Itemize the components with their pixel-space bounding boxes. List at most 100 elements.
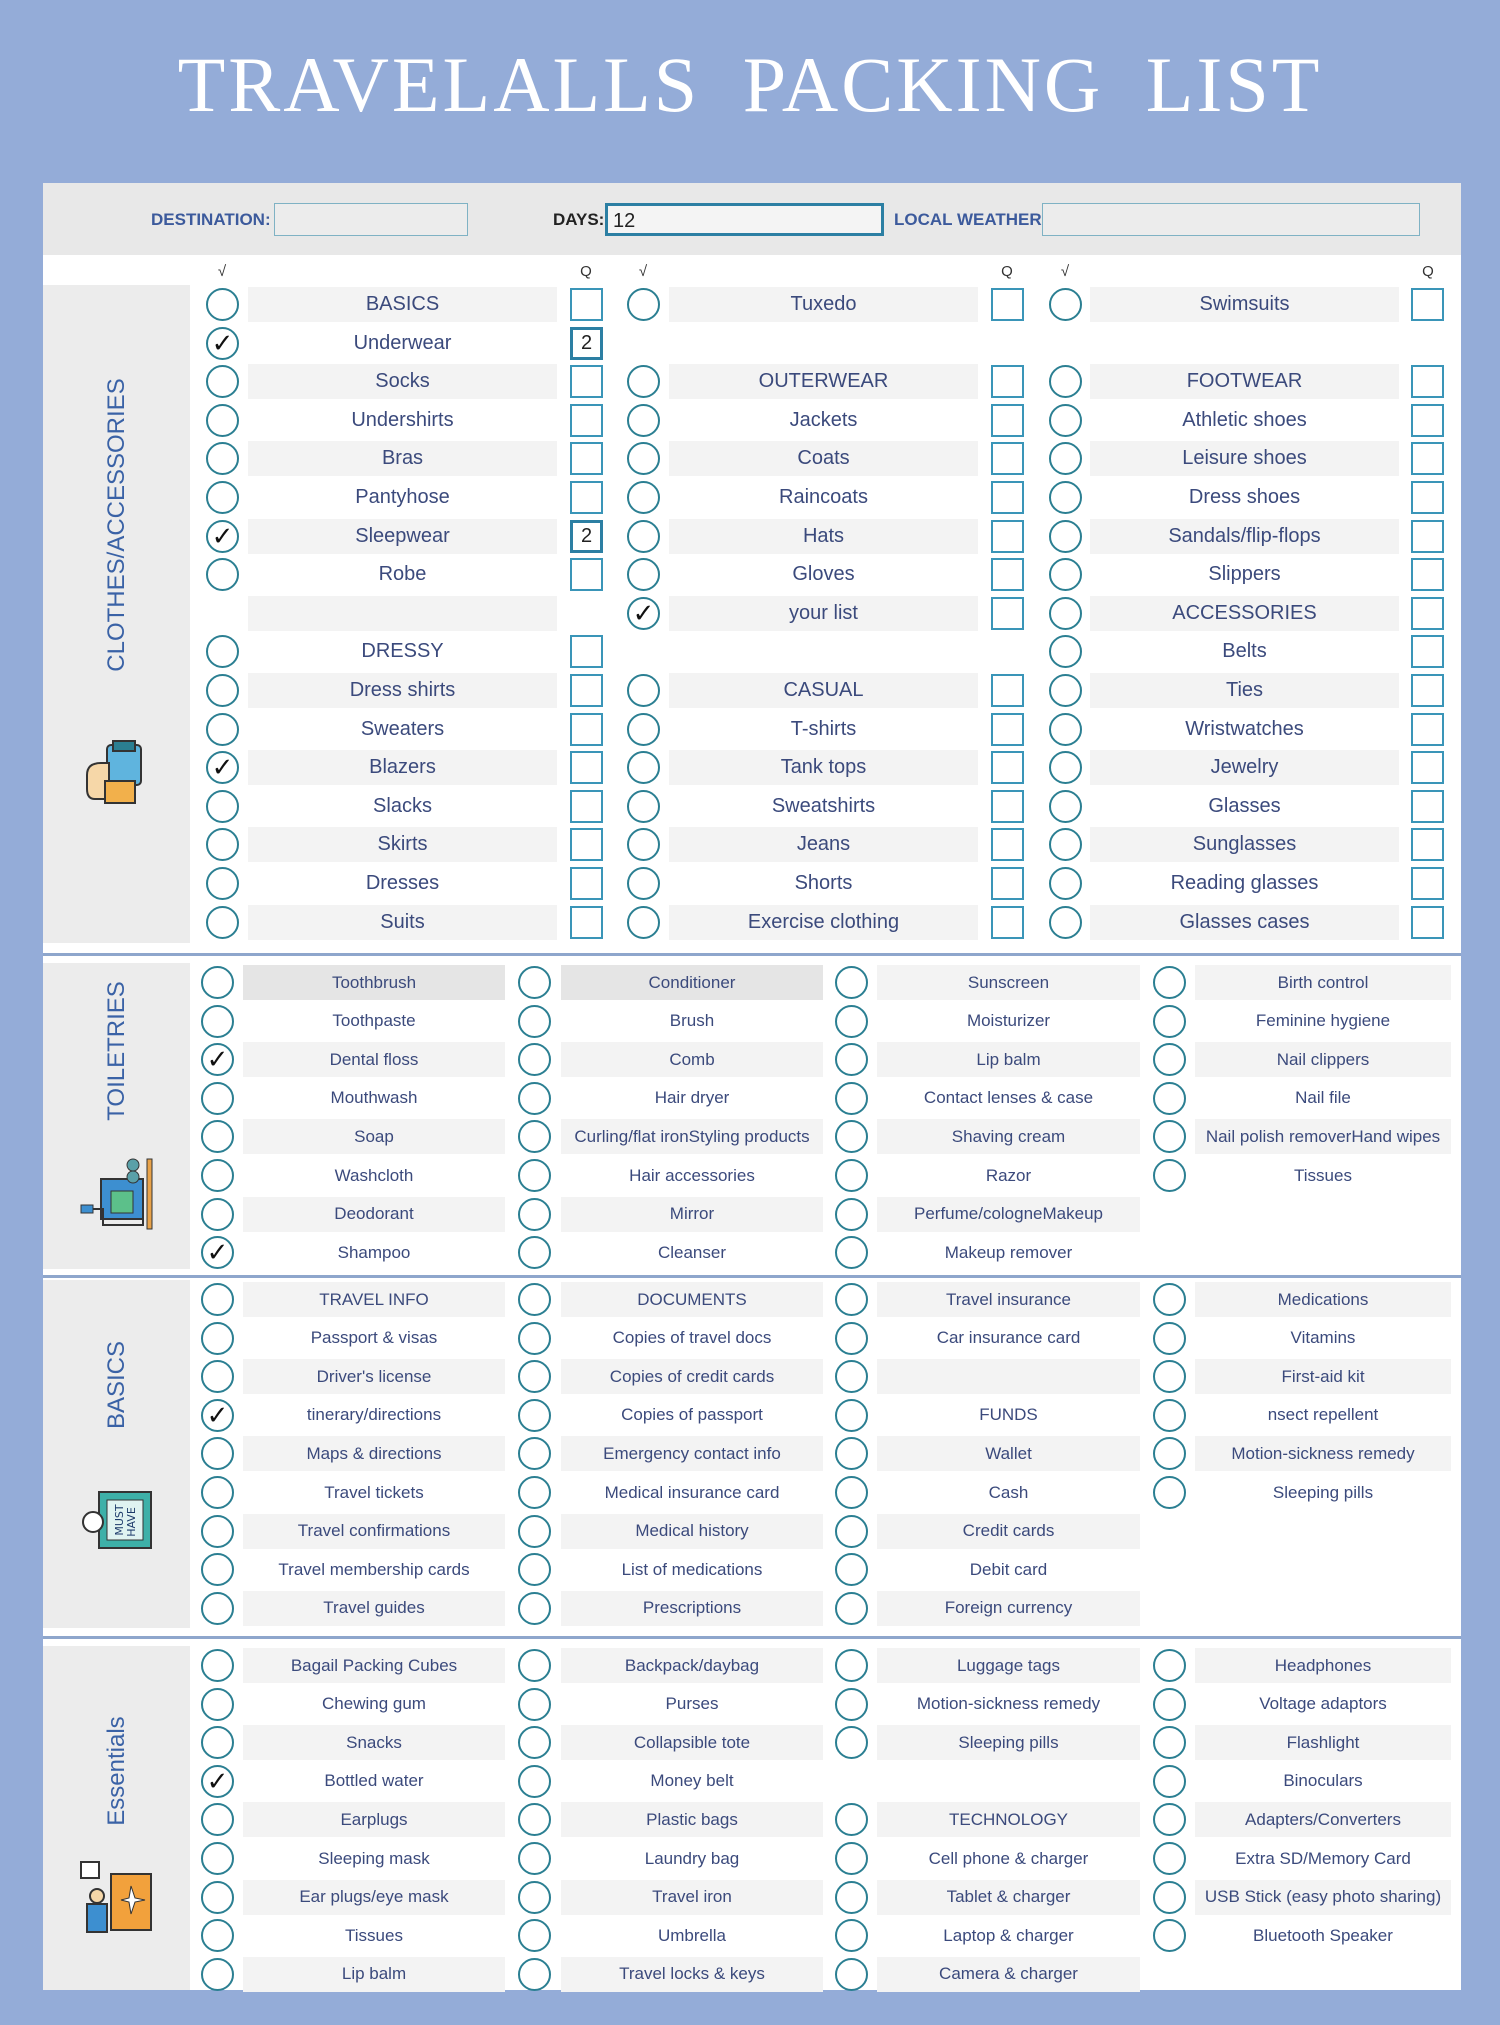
check-circle[interactable] [201,1726,234,1760]
check-circle[interactable] [627,365,660,399]
check-circle[interactable] [1049,674,1082,707]
check-circle[interactable] [206,712,239,746]
check-circle[interactable] [835,1283,868,1316]
quantity-box[interactable] [991,828,1024,862]
check-circle[interactable] [1153,1120,1186,1154]
quantity-box[interactable] [1411,403,1444,437]
check-circle[interactable] [206,481,239,514]
check-circle[interactable]: ✓ [201,1043,234,1077]
quantity-box[interactable] [1411,558,1444,592]
check-circle[interactable] [1153,1726,1186,1760]
check-circle[interactable] [1153,1398,1186,1432]
check-circle[interactable] [518,1919,551,1953]
check-circle[interactable] [835,966,868,999]
quantity-box[interactable] [1411,712,1444,746]
quantity-box[interactable] [991,558,1024,592]
check-circle[interactable]: ✓ [201,1236,234,1270]
check-circle[interactable] [1153,1159,1186,1192]
check-circle[interactable] [1049,828,1082,862]
check-circle[interactable]: ✓ [206,751,239,785]
check-circle[interactable] [518,1321,551,1355]
check-circle[interactable] [1049,365,1082,399]
check-circle[interactable] [518,1360,551,1394]
check-circle[interactable] [518,1081,551,1115]
quantity-box[interactable]: 2 [570,326,603,360]
check-circle[interactable] [1049,403,1082,437]
check-circle[interactable] [201,1360,234,1394]
check-circle[interactable] [518,1437,551,1471]
quantity-box[interactable] [1411,635,1444,669]
check-circle[interactable] [1153,1687,1186,1721]
check-circle[interactable] [835,1236,868,1270]
quantity-box[interactable] [991,442,1024,476]
check-circle[interactable] [518,1283,551,1316]
quantity-box[interactable] [570,828,603,862]
check-circle[interactable] [518,1591,551,1625]
quantity-box[interactable] [1411,905,1444,939]
check-circle[interactable] [835,1957,868,1991]
check-circle[interactable] [206,442,239,476]
check-circle[interactable] [627,674,660,707]
check-circle[interactable] [201,1321,234,1355]
check-circle[interactable] [206,635,239,669]
check-circle[interactable] [201,1283,234,1316]
check-circle[interactable] [835,1880,868,1914]
check-circle[interactable] [627,905,660,939]
check-circle[interactable] [835,1159,868,1192]
quantity-box[interactable] [991,905,1024,939]
check-circle[interactable] [835,1043,868,1077]
check-circle[interactable] [518,1043,551,1077]
check-circle[interactable] [518,1120,551,1154]
check-circle[interactable] [201,1919,234,1953]
check-circle[interactable] [627,403,660,437]
quantity-box[interactable] [570,288,603,321]
quantity-box[interactable] [570,365,603,399]
check-circle[interactable] [518,1197,551,1231]
quantity-box[interactable] [991,481,1024,514]
check-circle[interactable] [1049,905,1082,939]
check-circle[interactable] [201,1880,234,1914]
check-circle[interactable] [1049,442,1082,476]
check-circle[interactable] [1153,1321,1186,1355]
quantity-box[interactable] [991,751,1024,785]
quantity-box[interactable] [991,789,1024,823]
check-circle[interactable] [206,674,239,707]
quantity-box[interactable] [1411,288,1444,321]
check-circle[interactable] [627,828,660,862]
check-circle[interactable] [1153,1476,1186,1509]
check-circle[interactable] [206,867,239,900]
check-circle[interactable] [518,1842,551,1875]
check-circle[interactable] [518,966,551,999]
check-circle[interactable] [627,481,660,514]
check-circle[interactable] [835,1360,868,1394]
days-field[interactable]: 12 [605,203,884,236]
check-circle[interactable] [835,1919,868,1953]
check-circle[interactable] [518,1803,551,1837]
check-circle[interactable] [1153,1919,1186,1953]
check-circle[interactable] [201,1649,234,1682]
check-circle[interactable] [835,1120,868,1154]
check-circle[interactable] [1049,789,1082,823]
quantity-box[interactable] [1411,365,1444,399]
check-circle[interactable] [518,1476,551,1509]
check-circle[interactable]: ✓ [201,1764,234,1798]
quantity-box[interactable] [991,365,1024,399]
check-circle[interactable] [201,1004,234,1038]
check-circle[interactable] [1049,481,1082,514]
check-circle[interactable] [201,1514,234,1548]
quantity-box[interactable] [570,789,603,823]
check-circle[interactable] [835,1803,868,1837]
check-circle[interactable] [627,519,660,553]
check-circle[interactable] [1153,1803,1186,1837]
check-circle[interactable]: ✓ [627,596,660,630]
check-circle[interactable] [201,1553,234,1587]
check-circle[interactable] [1049,519,1082,553]
quantity-box[interactable] [991,712,1024,746]
check-circle[interactable] [201,1081,234,1115]
check-circle[interactable] [518,1553,551,1587]
quantity-box[interactable] [991,403,1024,437]
check-circle[interactable] [201,1159,234,1192]
check-circle[interactable] [835,1004,868,1038]
check-circle[interactable] [201,1842,234,1875]
check-circle[interactable] [1049,751,1082,785]
